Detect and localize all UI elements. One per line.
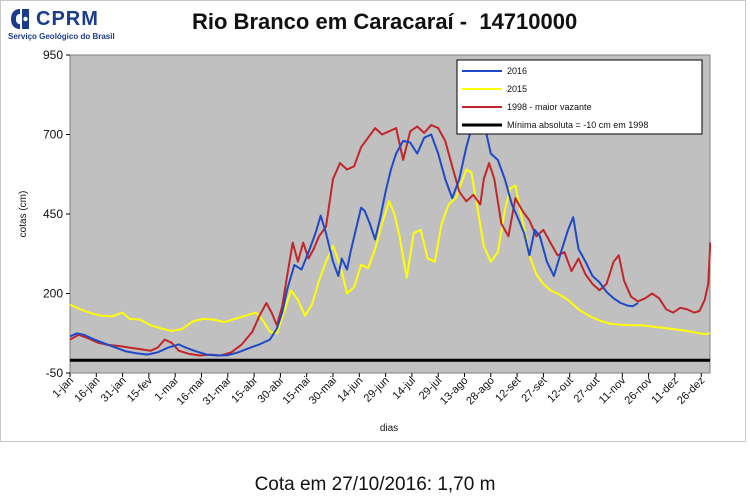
x-tick-label: 16-jan [72, 375, 102, 405]
legend-label: Mínima absoluta = -10 cm em 1998 [507, 120, 648, 130]
chart-title: Rio Branco em Caracaraí - 14710000 [192, 9, 578, 34]
x-tick-label: 26-nov [622, 374, 655, 407]
legend-label: 1998 - maior vazante [507, 102, 592, 112]
cprm-logo: CPRM Serviço Geológico do Brasil [8, 7, 168, 43]
x-tick-label: 27-set [519, 375, 549, 405]
x-tick-label: 28-ago [464, 375, 497, 408]
y-axis-title: cotas (cm) [18, 191, 29, 238]
x-tick-label: 15-fev [125, 374, 155, 404]
caption: Cota em 27/10/2016: 1,70 m [254, 474, 496, 495]
x-tick-label: 30-mai [307, 375, 339, 407]
x-tick-label: 31-jan [99, 375, 129, 405]
y-tick-label: 950 [43, 48, 63, 62]
x-axis-title: dias [380, 423, 398, 434]
legend-label: 2016 [507, 66, 527, 76]
legend: 2016 2015 1998 - maior vazante Mínima absol… [456, 59, 703, 135]
y-tick-label: -50 [46, 366, 64, 380]
series-line-1 [69, 168, 711, 336]
x-tick-label: 11-dez [649, 375, 681, 407]
series-lines [69, 108, 711, 362]
x-tick-label: 15-mai [281, 375, 313, 407]
chart: -50 200 450 700 950 1-jan16-jan31-jan15-fev1… [18, 48, 711, 434]
y-axis: -50 200 450 700 950 [43, 48, 70, 380]
x-tick-label: 26-dez [675, 375, 707, 407]
legend-label: 2015 [507, 84, 527, 94]
x-tick-label: 13-ago [438, 375, 471, 408]
x-tick-label: 15-abr [229, 374, 260, 405]
x-tick-label: 12-out [545, 375, 576, 406]
cprm-logo-icon [11, 9, 29, 29]
x-tick-label: 27-out [572, 375, 603, 406]
x-tick-label: 11-nov [597, 374, 629, 406]
x-tick-label: 12-set [493, 375, 523, 405]
legend-box [456, 59, 703, 135]
x-tick-label: 29-jun [362, 375, 392, 405]
series-line-0 [69, 108, 639, 357]
x-tick-label: 14-jun [335, 375, 365, 405]
y-tick-label: 200 [43, 287, 63, 301]
x-tick-label: 31-mar [201, 374, 234, 407]
y-tick-label: 450 [43, 207, 63, 221]
logo-name: CPRM [36, 8, 99, 30]
x-tick-label: 16-mar [175, 374, 208, 407]
y-tick-label: 700 [43, 128, 63, 142]
logo-subtitle: Serviço Geológico do Brasil [8, 32, 115, 41]
x-tick-label: 14-jul [391, 375, 419, 403]
x-axis: 1-jan16-jan31-jan15-fev1-mar16-mar31-mar… [50, 373, 707, 408]
